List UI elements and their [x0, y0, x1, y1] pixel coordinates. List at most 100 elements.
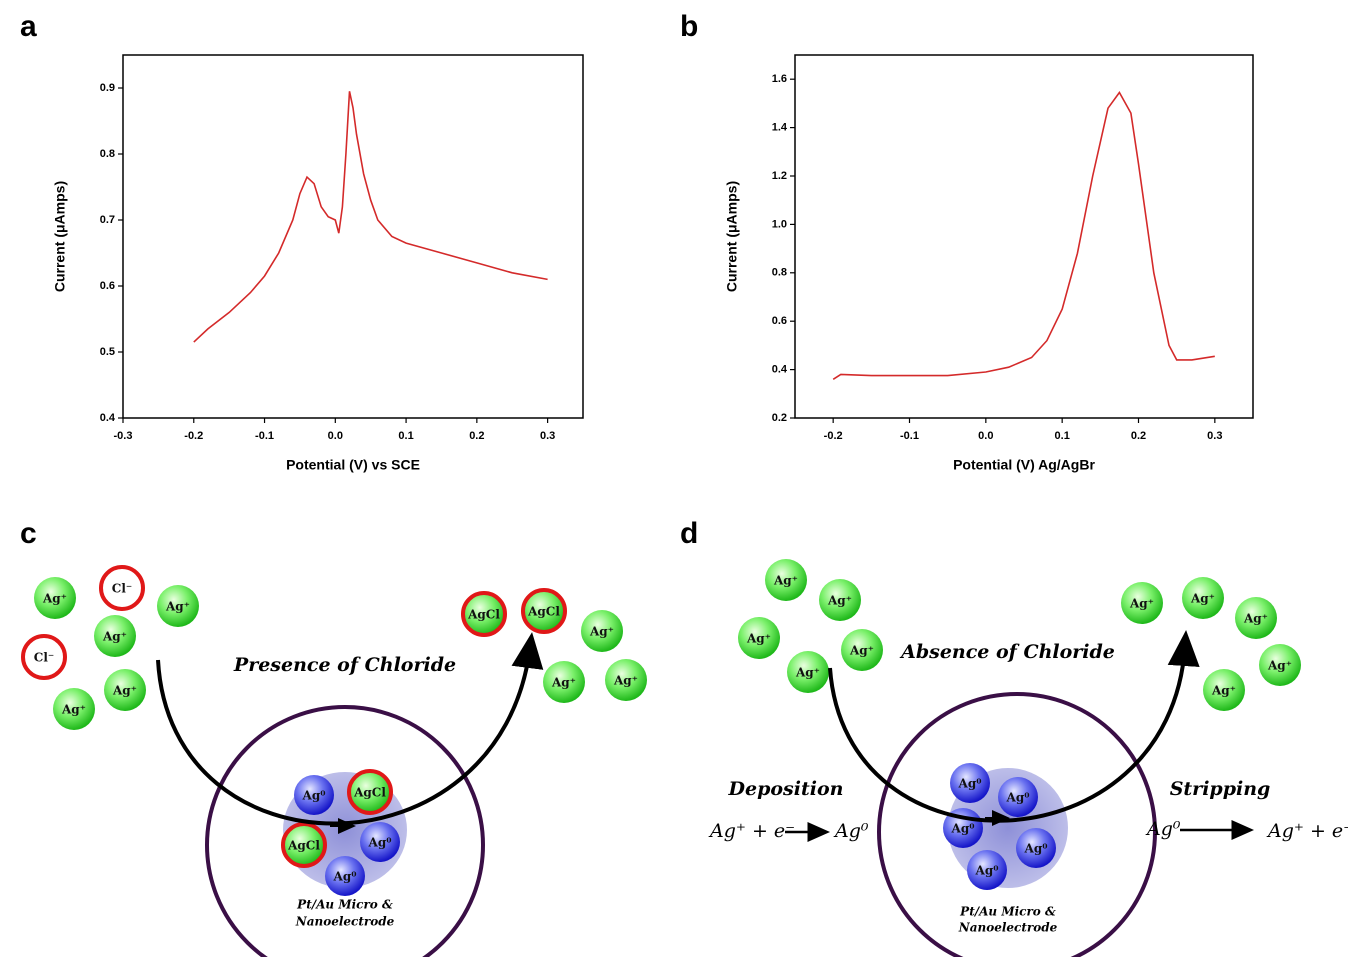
particle-label: Ag⁺ — [112, 684, 137, 698]
particle — [294, 775, 334, 815]
particle-label: Ag⁺ — [551, 676, 576, 690]
particle — [94, 615, 136, 657]
particle — [605, 659, 647, 701]
x-tick-label: 0.2 — [469, 430, 484, 442]
y-axis-title: Current (μAmps) — [52, 181, 68, 292]
x-tick-label: 0.1 — [1055, 430, 1070, 442]
particle — [34, 577, 76, 619]
particle — [543, 661, 585, 703]
particle — [1259, 644, 1301, 686]
x-axis-title: Potential (V) Ag/AgBr — [953, 457, 1095, 473]
particle — [157, 585, 199, 627]
particle — [21, 634, 67, 680]
particle-label: Ag⁺ — [165, 600, 190, 614]
particle — [1121, 582, 1163, 624]
electrode-ring — [877, 692, 1157, 957]
product: Ag⁺ + e⁻ — [1266, 820, 1348, 842]
panel-label: a — [20, 10, 37, 43]
particle — [1182, 577, 1224, 619]
particle — [1235, 597, 1277, 639]
step-title: Stripping — [1170, 778, 1271, 800]
product: Ag⁰ — [833, 820, 869, 842]
x-tick-label: 0.1 — [398, 430, 413, 442]
reactant: Ag⁺ + e⁻ — [708, 820, 795, 842]
particle-label: Ag⁺ — [1211, 684, 1236, 698]
reactant: Ag⁰ — [1145, 818, 1181, 840]
y-tick-label: 0.4 — [100, 412, 116, 424]
particle-label: Ag⁰ — [958, 777, 982, 791]
particle-label: Ag⁺ — [1190, 592, 1215, 606]
particle-label: Ag⁺ — [589, 625, 614, 639]
y-axis-title: Current (μAmps) — [724, 181, 740, 292]
particle — [360, 822, 400, 862]
particle-label: Ag⁺ — [1267, 659, 1292, 673]
x-tick-label: 0.3 — [1207, 430, 1222, 442]
y-tick-label: 0.8 — [772, 267, 787, 279]
y-tick-label: 1.2 — [772, 170, 787, 182]
electrode-ring — [205, 705, 485, 957]
y-tick-label: 1.4 — [772, 122, 788, 134]
particle — [1016, 828, 1056, 868]
particle-label: AgCl — [467, 608, 500, 622]
particle-label: Ag⁺ — [1129, 597, 1154, 611]
y-tick-label: 0.9 — [100, 82, 115, 94]
electrode-label: Pt/Au Micro & — [959, 905, 1056, 919]
panel-label: c — [20, 517, 37, 550]
particle — [841, 629, 883, 671]
particle-label: Ag⁺ — [746, 632, 771, 646]
x-tick-label: 0.0 — [978, 430, 993, 442]
y-tick-label: 0.4 — [772, 364, 788, 376]
particle — [765, 559, 807, 601]
particle-label: Ag⁰ — [302, 789, 326, 803]
y-tick-label: 1.0 — [772, 218, 787, 230]
y-tick-label: 0.6 — [772, 315, 787, 327]
particle-label: Ag⁺ — [42, 592, 67, 606]
panel-label: b — [680, 10, 698, 43]
diagram-title: Absence of Chloride — [899, 641, 1115, 663]
particle-label: Ag⁺ — [1243, 612, 1268, 626]
y-tick-label: 1.6 — [772, 73, 787, 85]
particle — [950, 763, 990, 803]
particle-label: AgCl — [287, 839, 320, 853]
particle — [347, 769, 393, 815]
particle-label: Ag⁰ — [333, 870, 357, 884]
particle-label: Ag⁰ — [975, 864, 999, 878]
particle-label: Ag⁺ — [773, 574, 798, 588]
y-tick-label: 0.8 — [100, 148, 115, 160]
particle — [1203, 669, 1245, 711]
particle-label: Cl⁻ — [34, 651, 54, 665]
x-tick-label: -0.2 — [824, 430, 843, 442]
x-tick-label: -0.2 — [184, 430, 203, 442]
plot-frame — [122, 54, 584, 419]
particle — [325, 856, 365, 896]
particle-label: Cl⁻ — [112, 582, 132, 596]
particle-label: Ag⁺ — [827, 594, 852, 608]
y-tick-label: 0.7 — [100, 214, 115, 226]
particle-label: AgCl — [353, 786, 386, 800]
x-tick-label: 0.2 — [1131, 430, 1146, 442]
step-title: Deposition — [728, 778, 844, 800]
data-line — [193, 91, 548, 343]
particle-label: AgCl — [527, 605, 560, 619]
particle — [738, 617, 780, 659]
reaction-arrow — [156, 632, 544, 826]
x-axis-title: Potential (V) vs SCE — [286, 457, 420, 473]
particle — [99, 565, 145, 611]
x-tick-label: -0.1 — [900, 430, 919, 442]
particle-label: Ag⁰ — [1006, 791, 1030, 805]
electrode-label: Nanoelectrode — [295, 915, 395, 929]
electrode-label: Nanoelectrode — [958, 921, 1058, 935]
particle — [104, 669, 146, 711]
particle-label: Ag⁰ — [951, 822, 975, 836]
x-tick-label: -0.3 — [114, 430, 133, 442]
particle — [521, 588, 567, 634]
particle-label: Ag⁰ — [1024, 842, 1048, 856]
particle-label: Ag⁰ — [368, 836, 392, 850]
plot-frame — [794, 54, 1254, 419]
data-line — [832, 91, 1215, 380]
y-tick-label: 0.6 — [100, 280, 115, 292]
y-tick-label: 0.2 — [772, 412, 787, 424]
particle-label: Ag⁺ — [613, 674, 638, 688]
particle — [281, 822, 327, 868]
particle — [967, 850, 1007, 890]
